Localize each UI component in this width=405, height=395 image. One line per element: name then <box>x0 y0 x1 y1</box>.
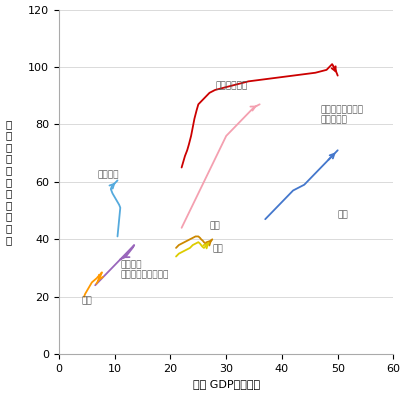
X-axis label: 実質 GDP（兆円）: 実質 GDP（兆円） <box>192 380 259 389</box>
Text: 鉄鋼: 鉄鋼 <box>81 296 92 305</box>
Text: 輸送機械: 輸送機械 <box>98 170 119 179</box>
Text: 運輸: 運輸 <box>209 222 220 231</box>
Text: 建設（除電気通信
施設建設）: 建設（除電気通信 施設建設） <box>320 105 363 124</box>
Text: 卸売: 卸売 <box>337 210 347 219</box>
Text: 電気機械
（除情報通信機器）: 電気機械 （除情報通信機器） <box>120 260 168 280</box>
Y-axis label: 実
質
国
内
生
産
額
（
兆
円
）: 実 質 国 内 生 産 額 （ 兆 円 ） <box>6 119 12 245</box>
Text: 小売: 小売 <box>212 245 222 254</box>
Text: 情報通信産業: 情報通信産業 <box>215 81 247 90</box>
